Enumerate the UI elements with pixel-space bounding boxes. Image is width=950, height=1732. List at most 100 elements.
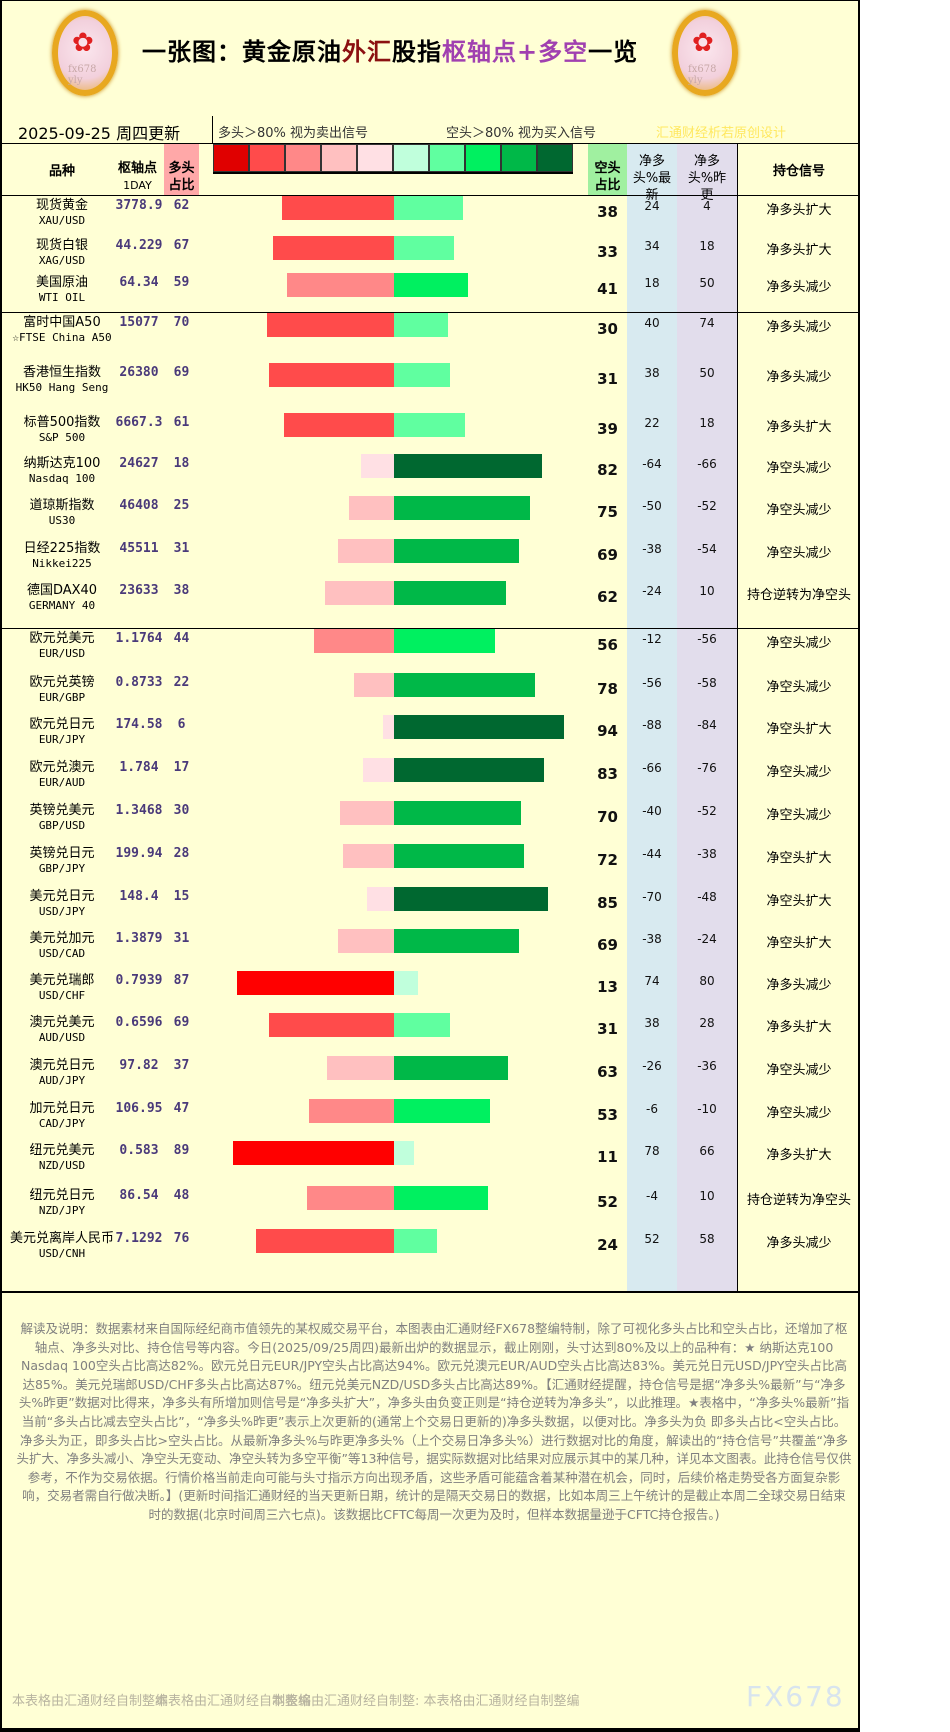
- net-prev: 10: [699, 1189, 715, 1203]
- net-latest: 78: [644, 1144, 660, 1158]
- row-name: 欧元兑美元 EUR/USD: [10, 631, 114, 661]
- short-bar: [394, 313, 449, 337]
- divider: [2, 195, 860, 196]
- name-cn: 澳元兑日元: [29, 1058, 95, 1073]
- row-name: 加元兑日元 CAD/JPY: [10, 1101, 114, 1131]
- net-latest: -50: [642, 499, 662, 513]
- position-signal: 净多头扩大: [766, 1020, 832, 1035]
- legend-short: 空头＞80% 视为买入信号: [446, 126, 597, 141]
- long-bar: [348, 496, 394, 520]
- short-percent: 13: [597, 978, 618, 996]
- name-en: EUR/JPY: [38, 733, 86, 746]
- position-signal: 持仓逆转为净空头: [746, 1193, 851, 1208]
- name-cn: 纽元兑日元: [29, 1188, 95, 1203]
- name-cn: 美元兑离岸人民币: [10, 1231, 115, 1246]
- short-bar: [394, 413, 465, 437]
- net-latest: 34: [644, 239, 660, 253]
- name-en: XAU/USD: [38, 214, 86, 227]
- short-bar: [394, 715, 565, 739]
- long-percent: 31: [173, 541, 190, 556]
- name-en: EUR/GBP: [38, 691, 86, 704]
- description-text: 解读及说明：数据素材来自国际经纪商市值领先的某权威交易平台，本图表由汇通财经FX…: [16, 1321, 852, 1522]
- pivot-value: 1.3879: [115, 931, 163, 946]
- long-bar: [256, 1229, 394, 1253]
- flower-icon: ✿: [72, 28, 94, 58]
- long-bar: [383, 715, 394, 739]
- name-cn: 澳元兑美元: [29, 1015, 95, 1030]
- flower-icon: ✿: [692, 28, 714, 58]
- header-net-prev: 净多头%昨更: [687, 154, 727, 203]
- position-signal: 净空头减少: [766, 636, 832, 651]
- long-percent: 30: [173, 803, 190, 818]
- footer-note: 本表格由汇通财经自制整编: [155, 1694, 312, 1709]
- pivot-value: 97.82: [119, 1058, 159, 1073]
- short-percent: 53: [597, 1106, 618, 1124]
- name-cn: 加元兑日元: [29, 1101, 95, 1116]
- long-percent: 67: [173, 238, 190, 253]
- net-prev: 66: [699, 1144, 715, 1158]
- name-en: WTI OIL: [38, 291, 86, 304]
- position-signal: 净多头减少: [766, 370, 832, 385]
- name-cn: 香港恒生指数: [22, 365, 101, 380]
- position-signal: 净空头扩大: [766, 851, 832, 866]
- long-percent: 70: [173, 315, 190, 330]
- net-latest: -88: [642, 718, 662, 732]
- name-en: USD/JPY: [38, 905, 86, 918]
- name-cn: 美元兑瑞郎: [29, 973, 95, 988]
- divider: [212, 116, 213, 143]
- position-signal: 净多头扩大: [766, 1148, 832, 1163]
- short-bar: [394, 1229, 438, 1253]
- pivot-value: 106.95: [115, 1101, 163, 1116]
- title-part: 股指: [392, 37, 442, 66]
- pivot-value: 1.1764: [115, 631, 163, 646]
- pivot-value: 86.54: [119, 1188, 159, 1203]
- short-percent: 78: [597, 680, 618, 698]
- long-percent: 28: [173, 846, 190, 861]
- logo-left: ✿ fx678 yly: [52, 10, 118, 96]
- name-cn: 现货黄金: [35, 198, 88, 213]
- net-prev-column: [677, 144, 737, 1292]
- net-latest: -6: [646, 1102, 658, 1116]
- position-signal: 净多头减少: [766, 1236, 832, 1251]
- short-percent: 31: [597, 1020, 618, 1038]
- row-name: 欧元兑澳元 EUR/AUD: [10, 760, 114, 790]
- long-percent: 62: [173, 198, 190, 213]
- net-latest: 74: [644, 974, 660, 988]
- net-latest: -64: [642, 457, 662, 471]
- row-name: 欧元兑日元 EUR/JPY: [10, 717, 114, 747]
- title-part: 一览: [588, 37, 639, 66]
- long-header-bg: [164, 144, 199, 195]
- name-cn: 道琼斯指数: [29, 498, 95, 513]
- name-en: GERMANY 40: [28, 599, 96, 612]
- divider: [737, 144, 738, 1292]
- row-name: 标普500指数 S&P 500: [10, 415, 114, 445]
- short-percent: 69: [597, 936, 618, 954]
- long-bar: [339, 801, 394, 825]
- name-en: CAD/JPY: [38, 1117, 86, 1130]
- long-bar: [343, 844, 394, 868]
- position-signal: 净空头减少: [766, 461, 832, 476]
- pivot-value: 7.1292: [115, 1231, 163, 1246]
- header-short: 空头占比: [594, 161, 621, 193]
- pivot-value: 64.34: [119, 275, 159, 290]
- long-bar: [354, 673, 394, 697]
- short-bar: [394, 496, 530, 520]
- row-name: 美元兑日元 USD/JPY: [10, 889, 114, 919]
- row-name: 美元兑加元 USD/CAD: [10, 931, 114, 961]
- row-name: 德国DAX40 GERMANY 40: [10, 583, 114, 613]
- net-prev: -66: [697, 457, 717, 471]
- name-cn: 美国原油: [35, 275, 88, 290]
- name-en: HK50 Hang Seng: [15, 381, 109, 394]
- name-cn: 纽元兑美元: [29, 1143, 95, 1158]
- long-bar: [267, 313, 394, 337]
- short-bar: [394, 1186, 489, 1210]
- short-percent: 11: [597, 1148, 618, 1166]
- header-signal: 持仓信号: [772, 164, 825, 179]
- pivot-value: 23633: [119, 583, 159, 598]
- long-percent: 89: [173, 1143, 190, 1158]
- net-prev: -58: [697, 676, 717, 690]
- short-bar: [394, 236, 454, 260]
- net-latest: -24: [642, 584, 662, 598]
- name-cn: 美元兑加元: [29, 931, 95, 946]
- row-name: 纳斯达克100 Nasdaq 100: [10, 456, 114, 486]
